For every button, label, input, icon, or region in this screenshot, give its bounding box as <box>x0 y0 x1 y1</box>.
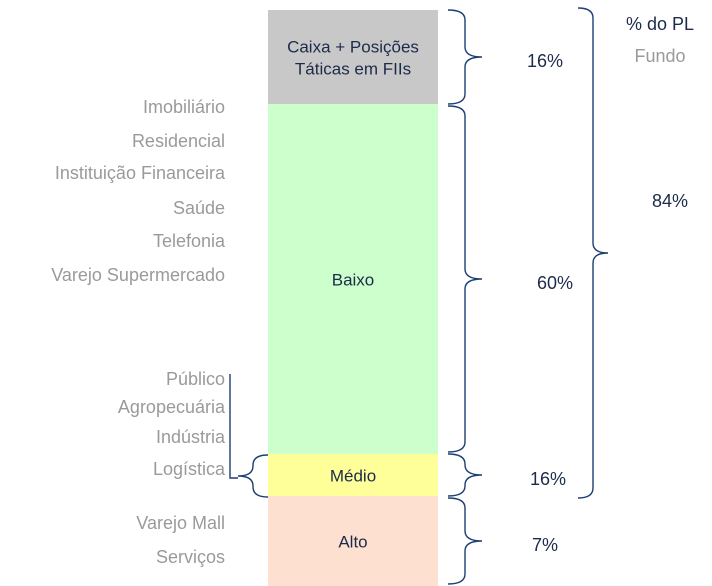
sector-label: Varejo Mall <box>136 513 225 533</box>
segment-label: Baixo <box>332 270 375 289</box>
header-subtitle: Fundo <box>634 46 685 66</box>
segment-brace <box>447 453 483 497</box>
segment-brace <box>447 497 483 585</box>
segment-share: 16% <box>527 51 563 71</box>
sector-label: Público <box>166 369 225 389</box>
segment-brace <box>447 9 483 105</box>
segment-share: 7% <box>532 535 558 555</box>
segment-share: 60% <box>537 273 573 293</box>
segment-cash <box>268 10 438 104</box>
sector-label: Logística <box>153 459 226 479</box>
sector-label: Varejo Supermercado <box>51 265 225 285</box>
segment-label: Táticas em FIIs <box>295 59 411 78</box>
header-title: % do PL <box>626 14 694 34</box>
segment-label: Caixa + Posições <box>287 37 419 56</box>
sector-label: Indústria <box>156 427 226 447</box>
group-bracket <box>229 374 238 479</box>
sector-label: Imobiliário <box>143 97 225 117</box>
sector-label: Residencial <box>132 131 225 151</box>
sector-label: Telefonia <box>153 231 226 251</box>
sector-label: Saúde <box>173 198 225 218</box>
segment-high <box>268 496 438 586</box>
segment-low <box>268 104 438 454</box>
segment-label: Alto <box>338 532 367 551</box>
sector-label: Instituição Financeira <box>55 163 226 183</box>
total-share: 84% <box>652 191 688 211</box>
group-brace <box>237 454 269 498</box>
segment-share: 16% <box>530 469 566 489</box>
segment-brace <box>447 105 483 453</box>
segment-label: Médio <box>330 466 376 485</box>
segment-medium <box>268 454 438 496</box>
sector-label: Agropecuária <box>118 397 226 417</box>
total-brace <box>577 7 609 499</box>
sector-label: Serviços <box>156 547 225 567</box>
